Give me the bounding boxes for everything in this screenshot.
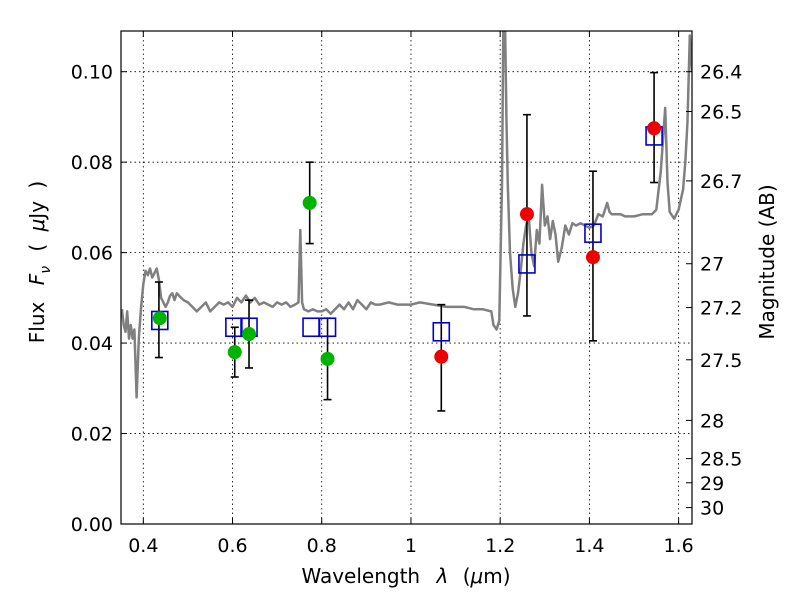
- model-photometry-square: [518, 254, 536, 274]
- y-axis-title-unit: Jy: [25, 201, 49, 221]
- y-axis-title-symbol: F: [25, 273, 49, 285]
- nir-data-point: [585, 250, 600, 265]
- y-axis-title: Flux Fν ( μJy ): [25, 181, 55, 343]
- y-axis-title-paren-open: (: [25, 244, 49, 252]
- model-photometry-square: [432, 321, 451, 342]
- y-axis-title-word: Flux: [25, 301, 49, 343]
- x-axis-title: Wavelength λ (μm): [301, 564, 510, 588]
- x-tick-label: 1.2: [485, 535, 515, 557]
- mag-tick-label: 30: [700, 498, 724, 520]
- mag-tick-label: 26.5: [700, 102, 742, 124]
- x-axis-title-unit: m): [483, 564, 510, 588]
- y-tick-label: 0.06: [71, 243, 113, 265]
- optical-data-point: [302, 195, 317, 210]
- x-tick-label: 1: [405, 535, 417, 557]
- x-tick-label: 0.6: [217, 535, 247, 557]
- mag-tick-label: 28: [700, 410, 724, 432]
- model-photometry-square: [225, 317, 243, 338]
- nir-data-point: [647, 121, 662, 136]
- nir-data-point: [434, 349, 449, 364]
- x-tick-label: 1.6: [664, 535, 694, 557]
- mag-tick-label: 27.5: [700, 350, 742, 372]
- optical-data-point: [320, 351, 335, 366]
- y-tick-label: 0.04: [71, 333, 113, 355]
- grid: [121, 31, 692, 525]
- optical-data-point: [242, 327, 257, 342]
- model-photometry-square: [302, 317, 320, 338]
- y-axis-title-subscript: ν: [38, 266, 54, 274]
- y-tick-label: 0.08: [71, 152, 113, 174]
- x-axis-title-symbol: λ: [435, 564, 448, 588]
- x-tick-label: 1.4: [574, 535, 604, 557]
- mag-tick-label: 26.4: [700, 62, 742, 84]
- mag-tick-label: 28.5: [700, 449, 742, 471]
- mag-tick-label: 26.7: [700, 171, 742, 193]
- mag-tick-label: 27.2: [700, 298, 742, 320]
- optical-data-point: [152, 311, 167, 326]
- x-tick-label: 0.4: [128, 535, 158, 557]
- y-axis-title-paren-close: ): [25, 181, 49, 189]
- plot-frame: [120, 30, 693, 525]
- mag-tick-label: 27: [700, 254, 724, 276]
- y-tick-label: 0.02: [71, 424, 113, 446]
- axis-ticks: 0.4 0.6 0.8 1 1.2 1.4 1.6 0.00 0.02 0.04 0.06 0.08 0…: [71, 31, 742, 557]
- y-tick-label: 0.00: [71, 514, 113, 536]
- x-axis-title-word: Wavelength: [301, 564, 420, 588]
- y-tick-label: 0.10: [71, 62, 113, 84]
- y-axis-title-mu: μ: [25, 219, 49, 233]
- x-tick-label: 0.8: [307, 535, 337, 557]
- plot-clipped: [121, 31, 692, 412]
- mag-tick-label: 29: [700, 473, 724, 495]
- y2-axis-title: Magnitude (AB): [755, 184, 779, 339]
- plot-layer: [121, 31, 692, 412]
- model-photometry-square: [318, 317, 337, 338]
- sed-model-line: [121, 31, 692, 399]
- x-axis-title-paren: (: [463, 564, 471, 588]
- model-photometry-square: [584, 223, 602, 243]
- nir-data-point: [519, 207, 534, 222]
- optical-data-point: [227, 345, 242, 360]
- x-axis-title-mu: μ: [470, 564, 484, 588]
